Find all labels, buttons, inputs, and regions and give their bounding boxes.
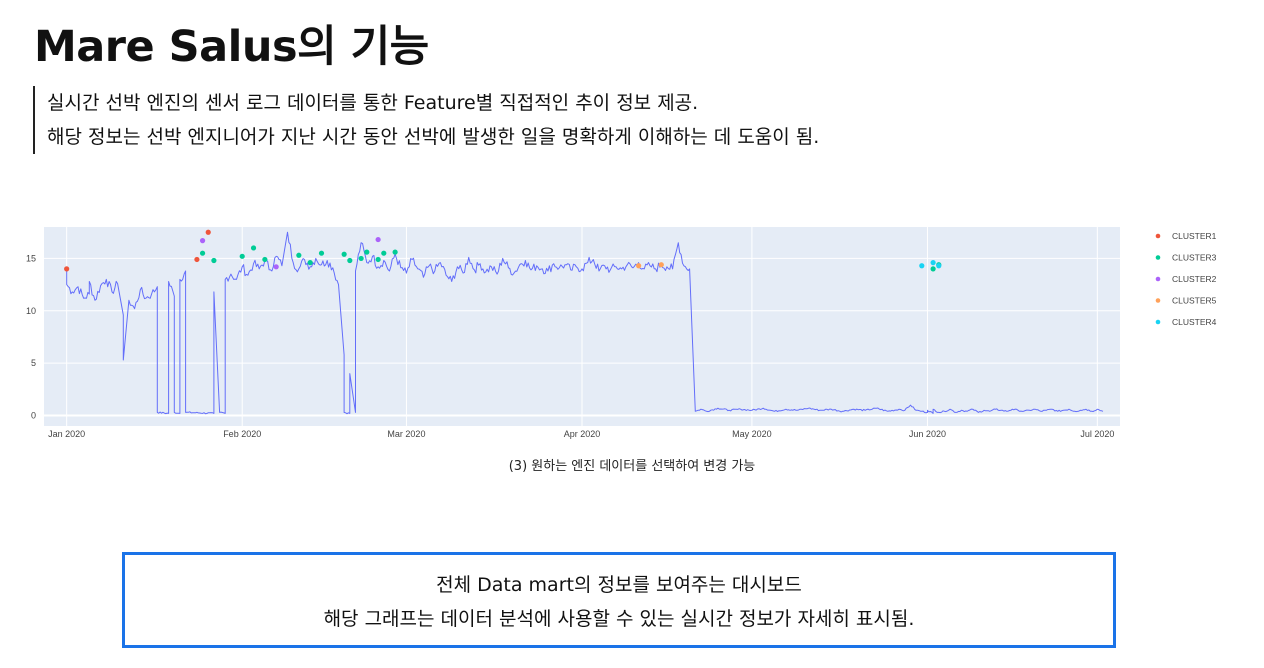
cluster-marker-cluster1	[194, 256, 200, 263]
description-line-2: 해당 정보는 선박 엔지니어가 지난 시간 동안 선박에 발생한 일을 명확하게…	[47, 126, 820, 148]
time-series-chart[interactable]: 0 5 10 15 Jan 2020 Feb 2020 Mar 2020 Apr 2020 M…	[0, 200, 1264, 450]
cluster-marker-cluster2	[199, 238, 206, 244]
cluster-marker-cluster3	[296, 252, 302, 258]
x-tick-label: Jul 2020	[1080, 429, 1114, 439]
cluster-marker-cluster3	[358, 255, 364, 262]
cluster-marker-cluster3	[381, 250, 387, 256]
cluster-marker-cluster3	[199, 250, 206, 256]
x-axis-ticks: Jan 2020 Feb 2020 Mar 2020 Apr 2020 May 2020…	[48, 429, 1114, 439]
y-tick-label: 15	[26, 253, 36, 263]
info-box-line-1: 전체 Data mart의 정보를 보여주는 대시보드	[436, 574, 802, 596]
legend-marker	[1155, 298, 1161, 303]
x-tick-label: Apr 2020	[564, 429, 601, 439]
cluster-marker-cluster2	[375, 236, 381, 243]
legend-label: CLUSTER3	[1172, 253, 1217, 263]
legend-label: CLUSTER4	[1172, 317, 1217, 327]
cluster-marker-cluster3	[307, 260, 313, 266]
cluster-marker-cluster3	[250, 245, 257, 251]
legend-marker	[1155, 233, 1161, 239]
cluster-marker-cluster4	[936, 263, 942, 269]
cluster-marker-cluster3	[347, 257, 353, 264]
legend-label: CLUSTER1	[1172, 231, 1217, 241]
legend-label: CLUSTER2	[1172, 274, 1217, 284]
legend-marker	[1155, 276, 1161, 282]
legend-marker	[1155, 319, 1161, 325]
cluster-marker-cluster4	[919, 263, 925, 269]
cluster-marker-cluster1	[205, 229, 211, 235]
info-box: 전체 Data mart의 정보를 보여주는 대시보드 해당 그래프는 데이터 …	[122, 552, 1116, 648]
cluster-marker-cluster3	[375, 256, 381, 263]
cluster-markers	[64, 229, 942, 272]
cluster-marker-cluster1	[64, 266, 70, 272]
cluster-marker-cluster3	[262, 256, 268, 263]
cluster-marker-cluster2	[273, 264, 279, 270]
legend-marker	[1155, 255, 1161, 260]
cluster-marker-cluster3	[364, 249, 370, 255]
y-tick-label: 0	[31, 411, 36, 421]
cluster-marker-cluster3	[318, 250, 325, 256]
legend[interactable]: CLUSTER1 CLUSTER3 CLUSTER2 CLUSTER5 CLUSTER4	[1155, 231, 1217, 327]
cluster-marker-cluster3	[930, 266, 936, 272]
info-box-line-2: 해당 그래프는 데이터 분석에 사용할 수 있는 실시간 정보가 자세히 표시됨…	[323, 608, 915, 630]
x-tick-label: May 2020	[732, 429, 772, 439]
cluster-marker-cluster3	[392, 249, 398, 255]
description-line-1: 실시간 선박 엔진의 센서 로그 데이터를 통한 Feature별 직접적인 추…	[47, 92, 699, 114]
x-tick-label: Jun 2020	[909, 429, 946, 439]
y-tick-label: 5	[31, 358, 36, 368]
page-title: Mare Salus의 기능	[34, 22, 429, 72]
legend-label: CLUSTER5	[1172, 296, 1217, 306]
cluster-marker-cluster3	[341, 251, 347, 257]
sensor-line	[66, 231, 1104, 415]
cluster-marker-cluster3	[239, 253, 245, 259]
cluster-marker-cluster5	[636, 263, 642, 269]
x-tick-label: Mar 2020	[387, 429, 425, 439]
y-axis-ticks: 0 5 10 15	[26, 253, 36, 420]
chart-caption: (3) 원하는 엔진 데이터를 선택하여 변경 가능	[508, 459, 756, 474]
cluster-marker-cluster5	[658, 262, 664, 268]
cluster-marker-cluster4	[930, 260, 936, 266]
line-series	[66, 231, 1104, 415]
y-tick-label: 10	[26, 306, 36, 316]
x-tick-label: Feb 2020	[223, 429, 261, 439]
grid-lines	[44, 227, 1120, 426]
x-tick-label: Jan 2020	[48, 429, 85, 439]
cluster-marker-cluster3	[211, 257, 217, 264]
description-block: 실시간 선박 엔진의 센서 로그 데이터를 통한 Feature별 직접적인 추…	[33, 86, 819, 154]
